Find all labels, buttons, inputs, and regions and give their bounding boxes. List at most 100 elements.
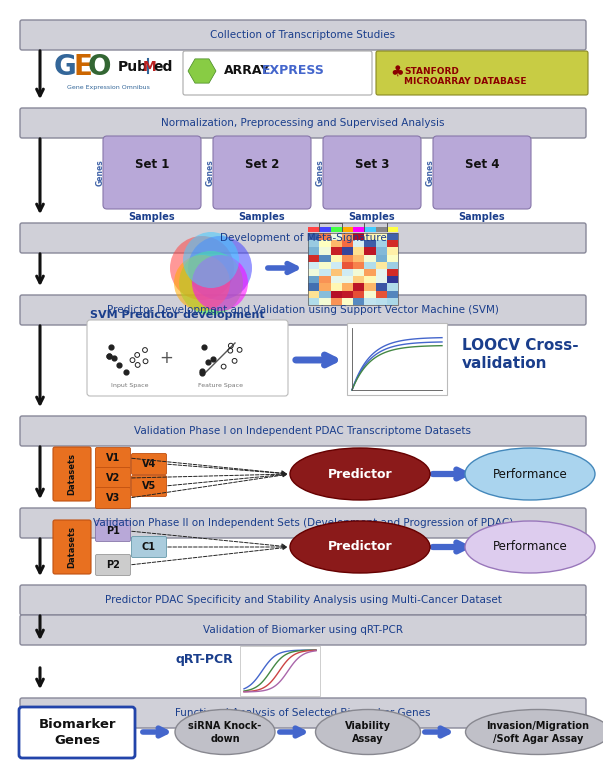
- Bar: [342, 290, 353, 298]
- Bar: [319, 269, 330, 276]
- Bar: [342, 298, 353, 305]
- Bar: [364, 269, 376, 276]
- FancyBboxPatch shape: [53, 447, 91, 501]
- Bar: [319, 262, 330, 269]
- Text: Gene Expression Omnibus: Gene Expression Omnibus: [67, 84, 150, 90]
- Bar: [330, 240, 342, 247]
- Text: Performance: Performance: [493, 541, 567, 554]
- FancyBboxPatch shape: [347, 323, 447, 395]
- Bar: [376, 240, 387, 247]
- Bar: [376, 276, 387, 283]
- Bar: [387, 227, 398, 232]
- Bar: [364, 227, 376, 232]
- FancyBboxPatch shape: [20, 108, 586, 138]
- Bar: [364, 247, 376, 255]
- Bar: [330, 283, 342, 290]
- Circle shape: [170, 236, 234, 300]
- Text: V1: V1: [106, 453, 120, 463]
- Bar: [376, 283, 387, 290]
- Point: [203, 356, 213, 368]
- Text: Functional Analysis of Selected Biomarker Genes: Functional Analysis of Selected Biomarke…: [175, 708, 431, 718]
- Bar: [330, 233, 342, 240]
- FancyBboxPatch shape: [376, 51, 588, 95]
- Text: C1: C1: [142, 542, 156, 552]
- Circle shape: [183, 232, 239, 288]
- Text: SVM Predictor development: SVM Predictor development: [90, 310, 265, 320]
- Bar: [364, 283, 376, 290]
- Bar: [319, 233, 330, 240]
- Ellipse shape: [465, 448, 595, 500]
- Bar: [387, 269, 398, 276]
- Text: Validation of Biomarker using qRT-PCR: Validation of Biomarker using qRT-PCR: [203, 625, 403, 635]
- Bar: [353, 269, 364, 276]
- Text: P2: P2: [106, 560, 120, 570]
- Text: Collection of Transcriptome Studies: Collection of Transcriptome Studies: [210, 30, 396, 40]
- Point: [226, 339, 236, 352]
- Ellipse shape: [290, 448, 430, 500]
- Bar: [308, 262, 319, 269]
- Text: E: E: [74, 53, 92, 81]
- Text: Datasets: Datasets: [68, 526, 77, 568]
- FancyBboxPatch shape: [95, 448, 130, 468]
- Point: [235, 344, 244, 356]
- Text: V4: V4: [142, 459, 156, 469]
- Ellipse shape: [465, 521, 595, 573]
- FancyBboxPatch shape: [95, 488, 130, 508]
- Bar: [364, 255, 376, 262]
- Bar: [308, 298, 319, 305]
- FancyBboxPatch shape: [131, 537, 166, 558]
- Text: STANFORD: STANFORD: [404, 67, 459, 75]
- FancyBboxPatch shape: [20, 508, 586, 538]
- Text: EXPRESS: EXPRESS: [262, 65, 325, 78]
- Text: Set 3: Set 3: [355, 158, 389, 171]
- FancyBboxPatch shape: [323, 136, 421, 209]
- Text: Set 1: Set 1: [135, 158, 169, 171]
- Text: Input Space: Input Space: [111, 383, 149, 389]
- Bar: [387, 240, 398, 247]
- FancyBboxPatch shape: [240, 646, 320, 696]
- Bar: [387, 255, 398, 262]
- Circle shape: [174, 255, 230, 311]
- Bar: [376, 247, 387, 255]
- Point: [230, 355, 239, 367]
- FancyBboxPatch shape: [19, 707, 135, 758]
- Bar: [376, 233, 387, 240]
- Bar: [342, 255, 353, 262]
- Bar: [353, 247, 364, 255]
- Bar: [353, 227, 364, 232]
- Bar: [376, 290, 387, 298]
- Bar: [387, 283, 398, 290]
- Text: LOOCV Cross-: LOOCV Cross-: [462, 337, 579, 353]
- Point: [199, 341, 209, 353]
- Circle shape: [188, 236, 252, 300]
- Bar: [330, 269, 342, 276]
- Text: Predictor Development and Validation using Support Vector Machine (SVM): Predictor Development and Validation usi…: [107, 305, 499, 315]
- FancyBboxPatch shape: [131, 453, 166, 475]
- FancyBboxPatch shape: [20, 698, 586, 728]
- Bar: [330, 290, 342, 298]
- Text: down: down: [210, 734, 240, 744]
- Text: Genes: Genes: [54, 734, 100, 747]
- Text: Invasion/Migration: Invasion/Migration: [487, 721, 590, 731]
- Text: V3: V3: [106, 493, 120, 503]
- Bar: [387, 233, 398, 240]
- FancyBboxPatch shape: [95, 554, 130, 575]
- FancyBboxPatch shape: [183, 51, 372, 95]
- Bar: [353, 283, 364, 290]
- FancyBboxPatch shape: [20, 615, 586, 645]
- Text: +: +: [159, 349, 173, 367]
- Bar: [330, 276, 342, 283]
- Bar: [353, 255, 364, 262]
- Bar: [342, 233, 353, 240]
- FancyBboxPatch shape: [20, 223, 586, 253]
- Bar: [308, 233, 398, 305]
- Point: [104, 349, 114, 362]
- Point: [197, 367, 207, 379]
- FancyBboxPatch shape: [20, 585, 586, 615]
- Text: Validation Phase II on Independent Sets (Development and Progression of PDAC): Validation Phase II on Independent Sets …: [93, 518, 513, 528]
- Bar: [353, 233, 364, 240]
- Bar: [342, 283, 353, 290]
- Text: Set 4: Set 4: [465, 158, 499, 171]
- Text: Assay: Assay: [352, 734, 384, 744]
- Circle shape: [179, 251, 243, 315]
